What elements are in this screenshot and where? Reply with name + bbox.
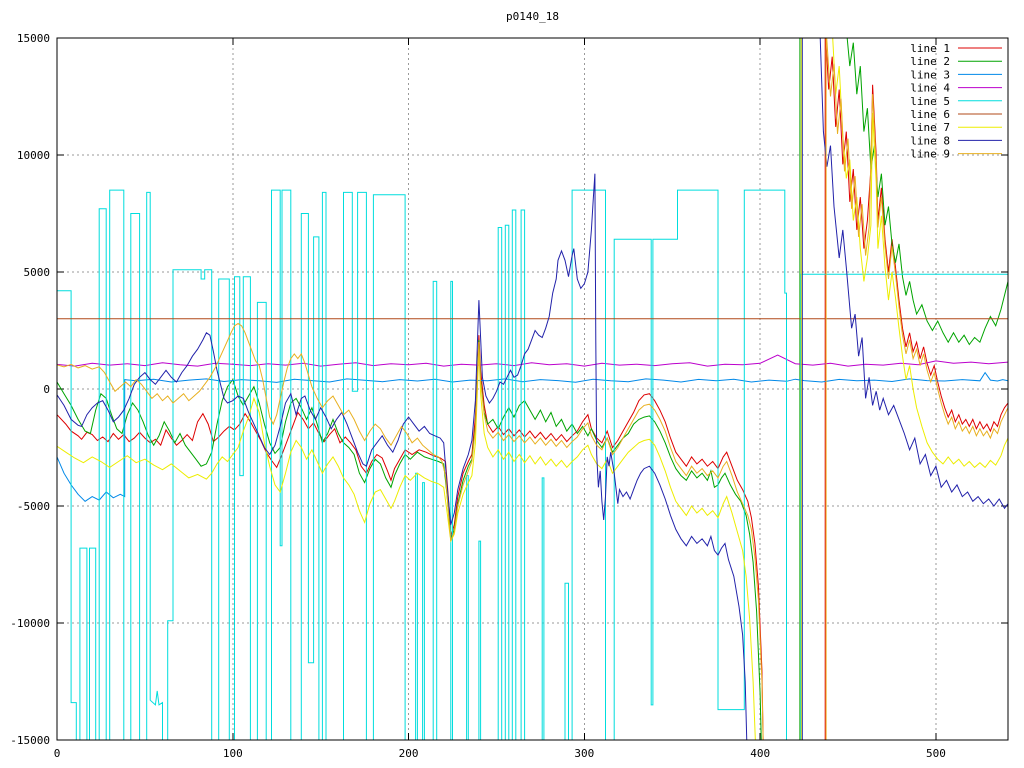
- plot-border: [56, 37, 1009, 741]
- legend-label: line 7: [910, 121, 950, 134]
- series-line-8: [57, 38, 1008, 740]
- y-tick-label: -15000: [10, 734, 50, 747]
- y-tick-label: 5000: [24, 266, 51, 279]
- series-line-9: [57, 38, 1008, 740]
- legend-label: line 9: [910, 148, 950, 161]
- series-line-5: [57, 189, 1008, 740]
- y-tick-label: 0: [43, 383, 50, 396]
- legend-label: line 8: [910, 134, 950, 147]
- legend-label: line 2: [910, 55, 950, 68]
- x-tick-label: 500: [926, 747, 946, 760]
- x-tick-label: 400: [750, 747, 770, 760]
- chart-title: p0140_18: [506, 10, 559, 23]
- x-tick-label: 200: [399, 747, 419, 760]
- series-line-7: [57, 38, 1008, 740]
- series-line-4: [57, 354, 1008, 367]
- y-tick-label: -10000: [10, 617, 50, 630]
- x-tick-label: 0: [54, 747, 61, 760]
- legend-label: line 5: [910, 95, 950, 108]
- legend-label: line 3: [910, 68, 950, 81]
- x-tick-label: 100: [223, 747, 243, 760]
- legend-label: line 6: [910, 108, 950, 121]
- y-tick-label: -5000: [17, 500, 50, 513]
- legend-label: line 4: [910, 82, 950, 95]
- legend-label: line 1: [910, 42, 950, 55]
- series-group: [57, 38, 1008, 740]
- y-tick-label: 15000: [17, 32, 50, 45]
- x-tick-label: 300: [574, 747, 594, 760]
- y-tick-label: 10000: [17, 149, 50, 162]
